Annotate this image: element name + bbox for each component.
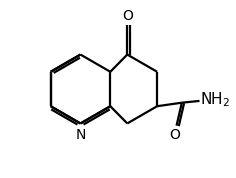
Text: NH$_2$: NH$_2$ — [200, 91, 231, 109]
Text: N: N — [75, 128, 86, 142]
Text: O: O — [169, 128, 180, 142]
Text: O: O — [122, 9, 133, 23]
